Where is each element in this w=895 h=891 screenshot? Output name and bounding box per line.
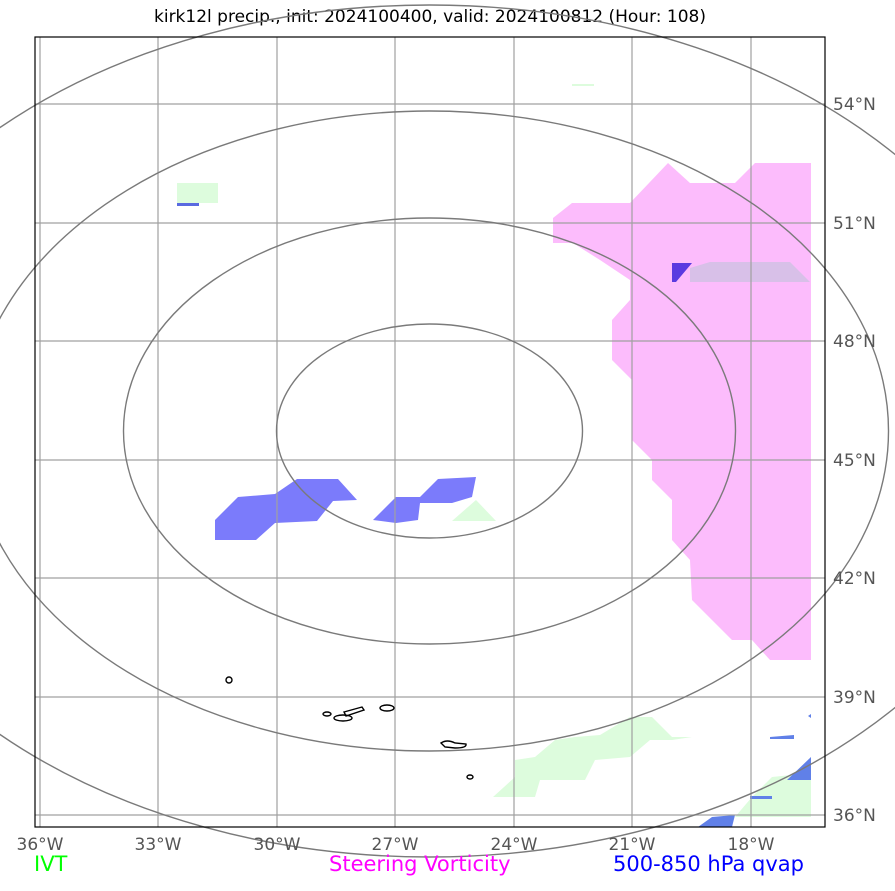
legend-ivt: IVT	[34, 852, 68, 876]
lon-axis: 36°W 33°W 30°W 27°W 24°W 21°W 18°W	[17, 835, 775, 855]
lon-label: 36°W	[17, 835, 64, 855]
lon-label: 21°W	[609, 835, 656, 855]
ring-4	[0, 4, 895, 858]
legend-qvap: 500-850 hPa qvap	[613, 852, 804, 876]
ring-1	[275, 323, 584, 539]
ivt-patch	[177, 183, 218, 203]
vorticity-region	[553, 163, 811, 660]
lon-label: 33°W	[135, 835, 182, 855]
precip-contours	[225, 676, 474, 780]
qvap-patch	[770, 735, 794, 739]
ring-2	[122, 217, 737, 645]
ivt-patch	[735, 773, 811, 817]
lon-label: 30°W	[254, 835, 301, 855]
lat-label: 45°N	[833, 451, 876, 471]
lat-label: 36°N	[833, 806, 876, 826]
precip-contour	[333, 714, 353, 722]
qvap-patch	[215, 479, 357, 540]
lon-label: 24°W	[491, 835, 538, 855]
ivt-regions	[177, 84, 811, 817]
precip-contour	[322, 711, 332, 717]
qvap-patch	[672, 263, 692, 282]
precip-contour	[342, 706, 366, 717]
qvap-patch	[698, 815, 735, 827]
qvap-patch	[808, 714, 811, 718]
precip-contour	[466, 774, 474, 780]
distance-rings	[0, 4, 895, 858]
ivt-patch	[452, 500, 496, 521]
lon-label: 27°W	[372, 835, 419, 855]
ivt-patch	[493, 717, 692, 797]
precip-contour	[225, 676, 233, 684]
lat-label: 51°N	[833, 214, 876, 234]
map-frame	[34, 36, 826, 828]
lat-label: 39°N	[833, 688, 876, 708]
legend-steering-vorticity: Steering Vorticity	[329, 852, 511, 876]
ring-3	[0, 110, 890, 752]
precip-contour	[379, 704, 395, 712]
lat-label: 54°N	[833, 95, 876, 115]
vorticity-overlap	[690, 262, 810, 282]
precip-contour	[439, 740, 467, 749]
map-title: kirk12l precip., init: 2024100400, valid…	[154, 7, 706, 27]
lat-label: 48°N	[833, 332, 876, 352]
lon-label: 18°W	[728, 835, 775, 855]
qvap-regions	[177, 203, 811, 827]
lat-axis: 54°N 51°N 48°N 45°N 42°N 39°N 36°N	[833, 95, 876, 826]
qvap-patch	[373, 477, 476, 523]
qvap-patch	[177, 203, 199, 206]
lat-label: 42°N	[833, 569, 876, 589]
ivt-patch	[572, 84, 594, 86]
qvap-patch	[750, 796, 772, 799]
